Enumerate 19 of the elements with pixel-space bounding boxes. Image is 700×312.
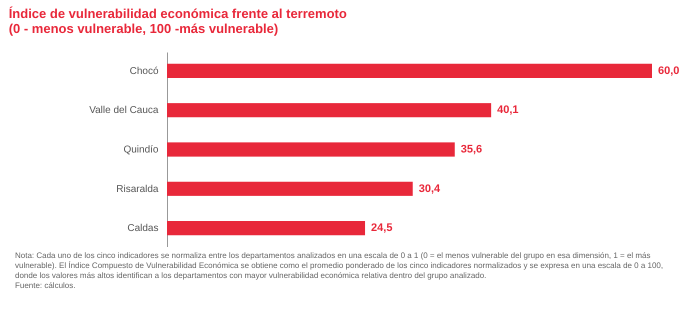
bar: [167, 221, 366, 236]
bar: [167, 142, 455, 157]
bar: [167, 103, 492, 118]
data-label: 24,5: [371, 222, 392, 234]
source-note: Fuente: cálculos.: [15, 281, 76, 291]
chart-subtitle: (0 - menos vulnerable, 100 -más vulnerable): [8, 21, 278, 36]
data-label: 35,6: [460, 144, 482, 156]
y-tick-label: Quindío: [123, 144, 159, 156]
bar: [167, 182, 413, 196]
data-label: 60,0: [658, 64, 680, 77]
data-label: 40,1: [497, 104, 519, 116]
y-tick-label: Caldas: [127, 223, 158, 234]
y-tick-label: Chocó: [130, 66, 159, 77]
chart-title: Índice de vulnerabilidad económica frente al terremoto: [8, 6, 347, 21]
text: Nota: Cada uno de los cinco indicadores se normaliza entre los departamentos analizados en una escala de 0 a 1 (0 = el menos vulnerable del grupo en esa dimensión, 1 = el más vulnerable). El Índice Compuesto de Vulnerabilidad Económica se obtiene como el promedio ponderado de los cinco indicadores normalizados y se expresa en una escala de 0 a 100, donde los valores más altos identifican a los departamentos con mayor vulnerabilidad económica relativa dentro del grupo analizado.: [15, 251, 664, 281]
y-tick-label: Risaralda: [116, 184, 159, 195]
bar: [167, 64, 652, 78]
data-label: 30,4: [418, 182, 442, 195]
y-tick-label: Valle del Cauca: [89, 105, 159, 116]
